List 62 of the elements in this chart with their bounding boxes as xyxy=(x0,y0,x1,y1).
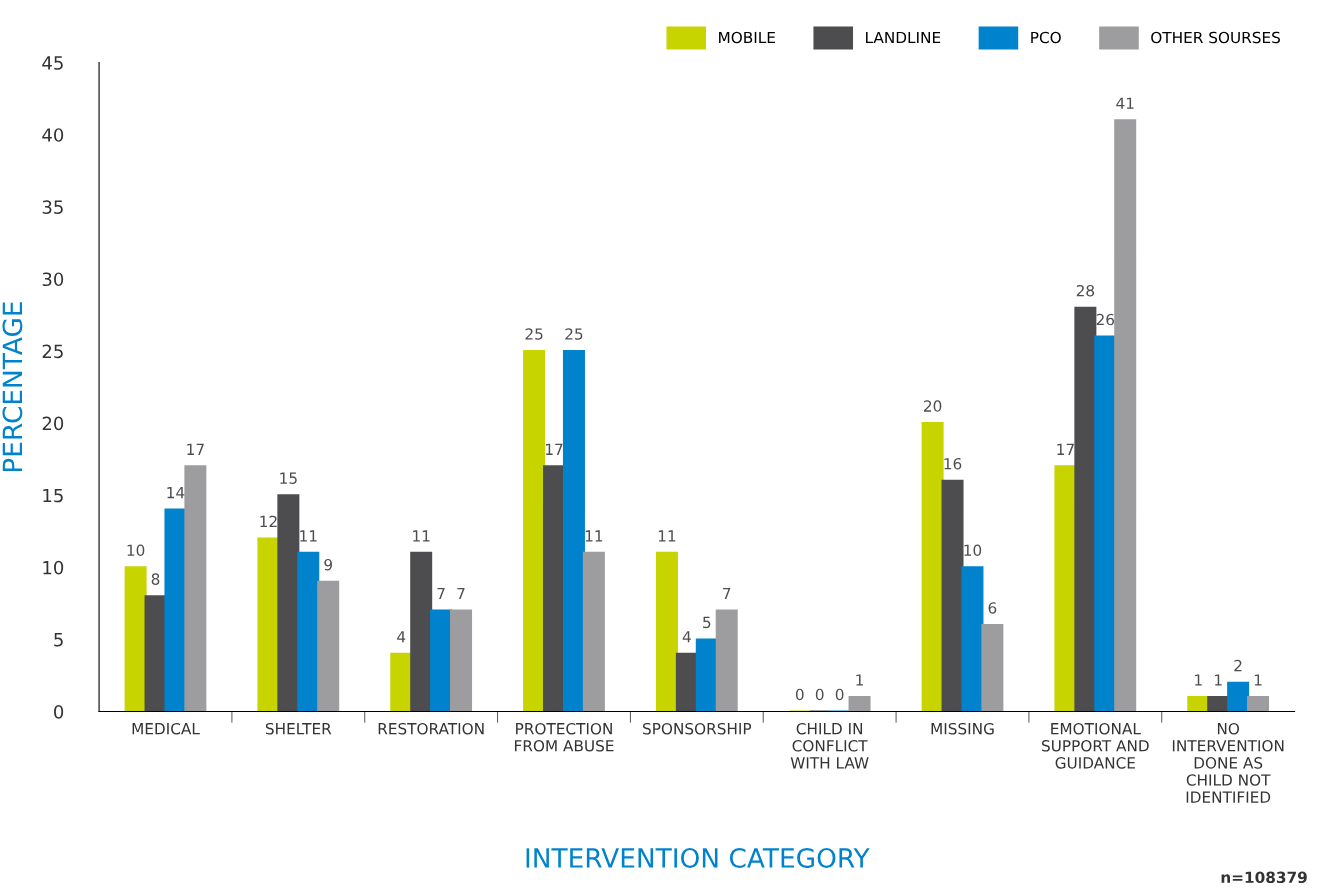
y-axis-title: PERCENTAGE xyxy=(2,302,23,472)
legend-label: OTHER SOURSES xyxy=(1151,31,1280,44)
data-label: 0 xyxy=(835,688,844,701)
data-label: 12 xyxy=(260,515,277,527)
data-label: 25 xyxy=(565,328,583,340)
y-tick-label: 35 xyxy=(42,200,63,214)
data-label: 14 xyxy=(167,487,185,499)
data-label: 8 xyxy=(151,573,160,585)
data-label: 1 xyxy=(1215,674,1222,686)
data-label: 10 xyxy=(127,544,145,557)
text: n=108379 xyxy=(1221,871,1307,884)
data-label: 17 xyxy=(545,443,563,455)
data-label: 15 xyxy=(280,472,297,484)
data-label: 17 xyxy=(1057,443,1074,455)
x-tick-label: CHILD IN CONFLICT WITH LAW xyxy=(790,722,869,769)
y-tick-label: 10 xyxy=(43,560,64,575)
data-label: 16 xyxy=(944,457,962,470)
data-label: 4 xyxy=(397,631,406,643)
y-tick-label: 0 xyxy=(54,704,64,719)
data-label: 17 xyxy=(187,443,204,455)
data-label: 7 xyxy=(457,587,465,600)
x-tick-label: NO INTERVENTION DONE AS CHILD NOT IDENTIFIED xyxy=(1172,722,1284,803)
x-tick-label: RESTORATION xyxy=(378,722,484,735)
data-label: 5 xyxy=(703,616,711,629)
legend-label: MOBILE xyxy=(719,31,775,44)
data-label: 1 xyxy=(856,674,863,686)
legend-label: PCO xyxy=(1031,31,1061,44)
data-label: 4 xyxy=(682,631,691,643)
data-label: 26 xyxy=(1096,313,1115,326)
y-tick-label: 45 xyxy=(42,56,63,70)
data-label: 7 xyxy=(723,587,731,600)
data-label: 28 xyxy=(1076,284,1095,297)
x-tick-label: EMOTIONAL SUPPORT AND GUIDANCE xyxy=(1042,722,1149,769)
data-label: 10 xyxy=(964,544,982,557)
data-label: 41 xyxy=(1116,97,1134,109)
data-label: 11 xyxy=(413,530,430,542)
data-label: 11 xyxy=(585,530,603,542)
y-tick-label: 25 xyxy=(42,344,63,359)
data-label: 1 xyxy=(1195,674,1202,686)
data-label: 11 xyxy=(300,530,317,542)
x-tick-label: PROTECTION FROM ABUSE xyxy=(515,722,614,752)
data-label: 0 xyxy=(815,688,824,701)
x-tick-label: MISSING xyxy=(931,722,994,735)
data-label: 2 xyxy=(1234,659,1242,672)
y-tick-label: 20 xyxy=(42,416,64,431)
data-label: 1 xyxy=(1254,674,1262,686)
x-tick-label: SHELTER xyxy=(265,722,332,735)
data-label: 20 xyxy=(924,400,942,412)
legend-label: LANDLINE xyxy=(866,31,941,44)
y-tick-label: 5 xyxy=(54,633,63,647)
x-tick-label: SPONSORSHIP xyxy=(643,722,752,735)
y-tick-label: 30 xyxy=(42,272,64,287)
x-tick-label: MEDICAL xyxy=(132,722,200,735)
data-label: 0 xyxy=(795,688,804,701)
x-axis-title: INTERVENTION CATEGORY xyxy=(526,847,870,868)
data-label: 25 xyxy=(525,328,543,340)
y-tick-label: 15 xyxy=(43,488,63,503)
data-label: 11 xyxy=(658,530,676,542)
data-label: 9 xyxy=(324,558,332,571)
y-tick-label: 40 xyxy=(42,128,64,142)
data-label: 7 xyxy=(437,587,445,600)
data-label: 6 xyxy=(988,602,997,614)
